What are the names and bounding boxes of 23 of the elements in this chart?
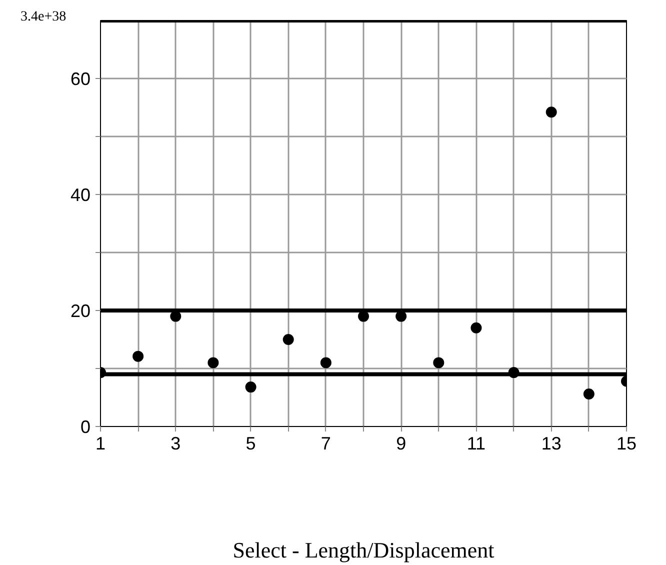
x-tick-label: 11 [466, 434, 486, 454]
point [282, 334, 294, 345]
y-tick-label: 40 [70, 185, 91, 205]
point [320, 357, 332, 368]
x-tick-label: 7 [320, 434, 331, 454]
x-tick-label: 9 [396, 434, 406, 454]
point [470, 322, 482, 334]
point [583, 388, 594, 400]
x-tick-label: 1 [95, 434, 106, 454]
point [132, 350, 144, 362]
y-tick-label: 0 [80, 417, 91, 437]
point [208, 357, 219, 368]
point [245, 382, 256, 393]
x-tick-label: 13 [541, 434, 562, 454]
point [433, 357, 444, 368]
y-tick-label: 60 [70, 69, 91, 89]
x-tick-label: 5 [246, 434, 256, 454]
x-tick-label: 15 [616, 434, 637, 454]
point [546, 106, 557, 118]
x-tick-label: 3 [170, 434, 181, 454]
text: 3.4e+38 [20, 10, 66, 24]
x-axis-title: Select - Length/Displacement [232, 538, 494, 562]
y-tick-label: 20 [70, 301, 91, 321]
